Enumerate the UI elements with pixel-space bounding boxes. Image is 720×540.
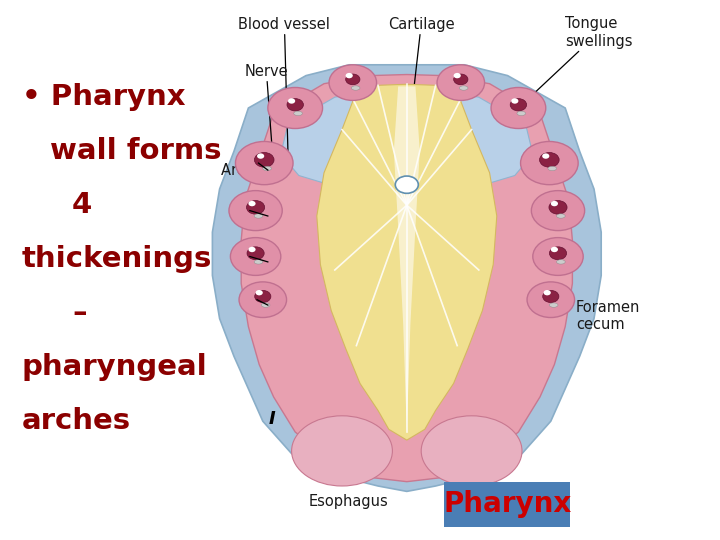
Polygon shape bbox=[317, 84, 497, 440]
Text: 4: 4 bbox=[258, 298, 268, 313]
Circle shape bbox=[533, 238, 583, 275]
Text: Foramen
cecum: Foramen cecum bbox=[557, 300, 640, 332]
Text: I: I bbox=[269, 409, 276, 428]
Text: wall forms: wall forms bbox=[50, 137, 222, 165]
Text: Tongue
swellings: Tongue swellings bbox=[518, 16, 633, 108]
Text: 2: 2 bbox=[258, 208, 268, 224]
Polygon shape bbox=[394, 86, 420, 432]
Ellipse shape bbox=[254, 214, 263, 218]
Text: Esophagus: Esophagus bbox=[309, 494, 388, 509]
Text: thickenings: thickenings bbox=[22, 245, 212, 273]
Circle shape bbox=[510, 99, 526, 111]
Circle shape bbox=[346, 73, 353, 78]
Circle shape bbox=[268, 87, 323, 129]
Ellipse shape bbox=[292, 416, 392, 486]
Circle shape bbox=[229, 191, 282, 231]
Ellipse shape bbox=[351, 86, 360, 90]
Circle shape bbox=[239, 282, 287, 318]
Text: Blood vessel: Blood vessel bbox=[238, 17, 330, 153]
Polygon shape bbox=[212, 65, 601, 491]
Circle shape bbox=[551, 247, 558, 252]
Text: • Pharynx: • Pharynx bbox=[22, 83, 185, 111]
Text: Pharynx: Pharynx bbox=[443, 490, 572, 518]
Text: arches: arches bbox=[22, 407, 131, 435]
Circle shape bbox=[287, 99, 303, 111]
Ellipse shape bbox=[459, 86, 468, 90]
Circle shape bbox=[346, 74, 360, 85]
Circle shape bbox=[230, 238, 281, 275]
Circle shape bbox=[437, 65, 485, 100]
Ellipse shape bbox=[549, 303, 558, 307]
Circle shape bbox=[549, 200, 567, 214]
Circle shape bbox=[248, 201, 256, 206]
Ellipse shape bbox=[254, 260, 263, 264]
Text: 4: 4 bbox=[72, 191, 92, 219]
Text: pharyngeal: pharyngeal bbox=[22, 353, 207, 381]
Text: 3: 3 bbox=[258, 254, 268, 269]
Circle shape bbox=[235, 141, 293, 185]
Ellipse shape bbox=[557, 260, 565, 264]
Ellipse shape bbox=[517, 111, 526, 116]
Circle shape bbox=[491, 87, 546, 129]
Circle shape bbox=[539, 152, 559, 167]
FancyBboxPatch shape bbox=[444, 482, 570, 526]
Ellipse shape bbox=[294, 111, 302, 116]
Circle shape bbox=[246, 200, 265, 214]
Text: Nerve: Nerve bbox=[245, 64, 288, 168]
Text: –: – bbox=[72, 299, 86, 327]
Circle shape bbox=[329, 65, 377, 100]
Circle shape bbox=[544, 290, 551, 295]
Circle shape bbox=[549, 247, 567, 260]
Circle shape bbox=[454, 73, 461, 78]
Ellipse shape bbox=[557, 214, 565, 218]
Circle shape bbox=[255, 291, 271, 302]
Text: Arch 1: Arch 1 bbox=[221, 163, 268, 178]
Circle shape bbox=[257, 153, 264, 159]
Circle shape bbox=[395, 176, 418, 193]
Circle shape bbox=[288, 98, 295, 104]
Circle shape bbox=[542, 153, 549, 159]
Circle shape bbox=[531, 191, 585, 231]
Ellipse shape bbox=[548, 166, 557, 171]
Ellipse shape bbox=[263, 166, 271, 171]
Ellipse shape bbox=[261, 303, 270, 307]
Ellipse shape bbox=[421, 416, 522, 486]
Circle shape bbox=[551, 201, 558, 206]
Circle shape bbox=[521, 141, 578, 185]
Circle shape bbox=[454, 74, 468, 85]
Text: Cartilage: Cartilage bbox=[388, 17, 454, 87]
Circle shape bbox=[248, 247, 256, 252]
Circle shape bbox=[543, 291, 559, 302]
Circle shape bbox=[254, 152, 274, 167]
Polygon shape bbox=[281, 88, 533, 190]
Circle shape bbox=[527, 282, 575, 318]
Circle shape bbox=[247, 247, 264, 260]
Polygon shape bbox=[241, 75, 572, 482]
Circle shape bbox=[256, 290, 263, 295]
Circle shape bbox=[511, 98, 518, 104]
